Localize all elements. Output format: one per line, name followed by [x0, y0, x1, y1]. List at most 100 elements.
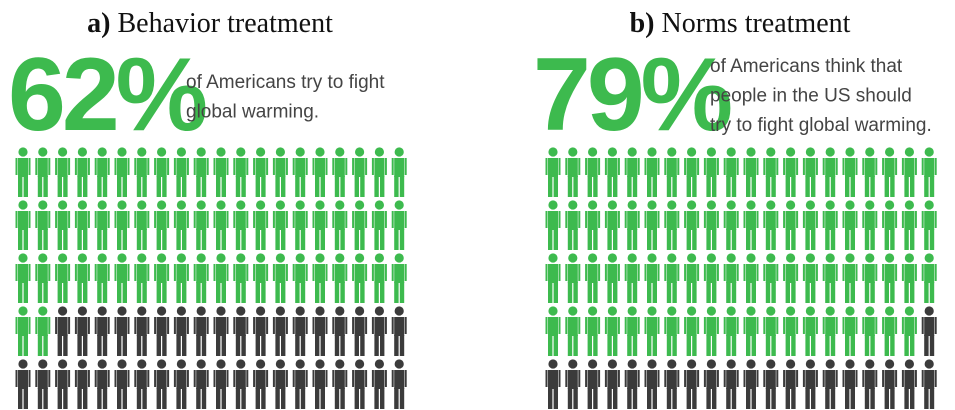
icon-leg — [929, 176, 935, 197]
icon-arm — [677, 370, 680, 387]
icon-head — [607, 200, 618, 210]
icon-head — [825, 147, 835, 157]
icon-torso — [394, 370, 405, 389]
icon-arm — [107, 370, 110, 387]
icon-arm — [55, 211, 58, 228]
icon-leg — [632, 229, 638, 250]
icon-leg — [156, 229, 161, 250]
icon-arm — [578, 370, 581, 387]
icon-torso — [686, 158, 697, 177]
icon-torso — [765, 317, 776, 336]
icon-arm — [272, 264, 275, 281]
icon-leg — [884, 229, 889, 250]
icon-torso — [354, 317, 365, 336]
person-icon-filled — [233, 200, 249, 250]
icon-torso — [647, 158, 657, 177]
icon-leg — [43, 176, 48, 197]
icon-arm — [312, 317, 315, 334]
icon-arm — [193, 158, 196, 175]
icon-arm — [914, 317, 917, 334]
icon-torso — [746, 211, 756, 230]
icon-leg — [77, 335, 82, 356]
icon-head — [805, 253, 816, 263]
icon-head — [647, 147, 657, 157]
icon-arm — [391, 370, 394, 387]
icon-head — [216, 306, 226, 316]
person-icon-filled — [35, 306, 51, 356]
icon-head — [548, 200, 558, 210]
person-icon-filled — [94, 200, 110, 250]
icon-arm — [266, 158, 269, 175]
icon-leg — [394, 335, 399, 356]
icon-arm — [266, 317, 269, 334]
icon-leg — [43, 388, 48, 409]
icon-arm — [253, 211, 256, 228]
icon-arm — [312, 158, 315, 175]
person-icon-filled — [371, 253, 387, 303]
icon-arm — [677, 211, 680, 228]
icon-leg — [295, 335, 300, 356]
icon-leg — [18, 388, 23, 409]
person-icon-filled — [862, 147, 878, 197]
icon-torso — [235, 370, 246, 389]
icon-arm — [253, 264, 256, 281]
icon-arm — [285, 211, 288, 228]
person-icon-filled — [565, 306, 581, 356]
icon-torso — [18, 317, 28, 336]
icon-torso — [216, 370, 226, 389]
icon-arm — [48, 158, 51, 175]
icon-leg — [399, 229, 405, 250]
icon-arm — [404, 211, 407, 228]
icon-head — [627, 253, 637, 263]
icon-leg — [216, 176, 221, 197]
icon-leg — [320, 335, 325, 356]
icon-arm — [35, 158, 38, 175]
icon-head — [355, 359, 365, 369]
icon-arm — [684, 317, 687, 334]
person-icon-filled — [74, 147, 90, 197]
icon-leg — [647, 388, 652, 409]
icon-leg — [845, 282, 850, 303]
icon-head — [568, 200, 578, 210]
icon-head — [58, 359, 68, 369]
icon-head — [667, 359, 677, 369]
icon-arm — [657, 211, 660, 228]
icon-arm — [15, 211, 18, 228]
icon-leg — [706, 388, 711, 409]
icon-arm — [94, 264, 97, 281]
icon-leg — [156, 388, 161, 409]
icon-arm — [684, 370, 687, 387]
icon-leg — [275, 229, 280, 250]
icon-leg — [811, 282, 816, 303]
icon-leg — [746, 229, 751, 250]
icon-arm — [822, 158, 825, 175]
icon-leg — [924, 229, 929, 250]
description: people in the US should — [710, 86, 912, 107]
person-icon-filled — [862, 306, 878, 356]
icon-leg — [97, 388, 102, 409]
person-icon-empty — [154, 306, 170, 356]
icon-arm — [325, 211, 328, 228]
icon-leg — [43, 335, 48, 356]
icon-arm — [371, 158, 374, 175]
icon-torso — [607, 158, 618, 177]
icon-leg — [275, 335, 280, 356]
icon-head — [295, 306, 305, 316]
icon-arm — [914, 370, 917, 387]
icon-arm — [862, 264, 865, 281]
icon-arm — [55, 370, 58, 387]
icon-torso — [825, 370, 836, 389]
icon-head — [117, 147, 127, 157]
icon-arm — [233, 264, 236, 281]
icon-leg — [142, 388, 147, 409]
icon-leg — [380, 176, 385, 197]
person-icon-empty — [882, 359, 898, 409]
icon-arm — [835, 317, 838, 334]
icon-head — [786, 306, 796, 316]
icon-leg — [791, 388, 796, 409]
icon-leg — [890, 282, 895, 303]
person-icon-filled — [901, 147, 917, 197]
icon-leg — [241, 335, 246, 356]
icon-leg — [825, 176, 830, 197]
icon-arm — [624, 158, 627, 175]
